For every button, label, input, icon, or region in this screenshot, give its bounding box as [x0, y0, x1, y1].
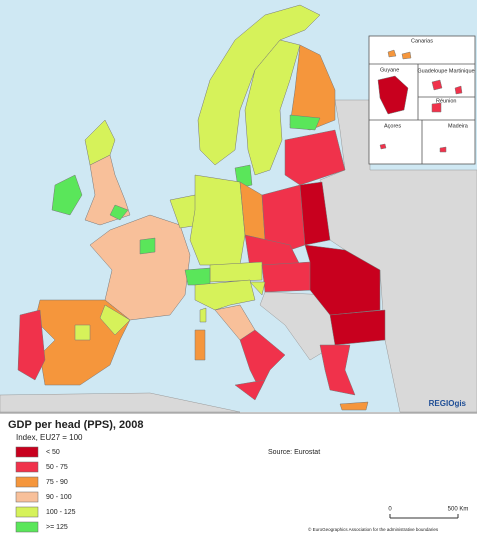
- legend-label: >= 125: [46, 524, 68, 531]
- region: [84, 119, 116, 166]
- legend-label: 75 - 90: [46, 479, 68, 486]
- region: [17, 309, 46, 381]
- region: [339, 401, 369, 411]
- region: [319, 344, 356, 396]
- legend-swatch: [15, 521, 39, 533]
- region: [299, 181, 331, 246]
- region: [387, 49, 397, 58]
- legend-swatch: [15, 461, 39, 473]
- credit: REGIOgis: [429, 399, 467, 408]
- region: [379, 143, 387, 150]
- scale-bar: [389, 514, 459, 519]
- inset: [368, 35, 476, 165]
- region: [139, 237, 156, 255]
- region: [51, 174, 83, 216]
- inset-labels: Canarias Guyane Guadeloupe Martinique Ré…: [380, 38, 475, 129]
- region: [194, 279, 256, 311]
- region: [261, 261, 316, 293]
- region: [239, 329, 286, 391]
- legend-swatch: [15, 491, 39, 503]
- legend-label: < 50: [46, 449, 60, 456]
- region: [199, 307, 207, 323]
- non-eu-land: [0, 99, 477, 413]
- region: [289, 114, 321, 131]
- legend-subtitle: Index, EU27 = 100: [16, 433, 83, 442]
- legend-swatch: [15, 446, 39, 458]
- region: [109, 204, 129, 221]
- region: [401, 51, 412, 60]
- region: [261, 184, 306, 251]
- region: [189, 174, 246, 266]
- inset-label: Açores: [384, 123, 401, 129]
- legend-label: 50 - 75: [46, 464, 68, 471]
- region: [377, 75, 409, 115]
- copyright: © EuroGeographics Association for the ad…: [308, 526, 439, 532]
- inset-label: Canarias: [411, 38, 433, 44]
- region: [244, 39, 301, 176]
- africa-land: [0, 392, 241, 413]
- region: [89, 214, 191, 321]
- legend-swatch: [15, 476, 39, 488]
- inset-label: Réunion: [436, 98, 457, 104]
- region: [194, 329, 206, 361]
- inset-label: Guyane: [380, 67, 399, 73]
- source: Source: Eurostat: [268, 449, 320, 456]
- scale-label: 0: [388, 507, 392, 513]
- region: [439, 146, 447, 153]
- region: [74, 324, 91, 341]
- eastern-land: [319, 99, 477, 413]
- region: [209, 261, 263, 283]
- inset-label: Guadeloupe Martinique: [417, 68, 474, 74]
- legend-swatch: [15, 506, 39, 518]
- region: [431, 102, 442, 113]
- region: [284, 129, 346, 186]
- region: [99, 304, 131, 336]
- inset-label: Madeira: [448, 123, 469, 129]
- region: [249, 281, 266, 296]
- legend-label: 100 - 125: [46, 509, 76, 516]
- region: [431, 79, 443, 91]
- region: [184, 267, 211, 286]
- legend-title: GDP per head (PPS), 2008: [8, 419, 144, 431]
- region: [329, 309, 386, 346]
- region: [234, 379, 266, 401]
- legend-label: 90 - 100: [46, 494, 72, 501]
- regions: [17, 4, 386, 411]
- region: [454, 85, 463, 95]
- scale-label: 500 Km: [448, 507, 469, 513]
- region: [289, 44, 336, 131]
- legend: < 50 50 - 75 75 - 90 90 - 100 100 - 125 >= 12…: [15, 446, 76, 533]
